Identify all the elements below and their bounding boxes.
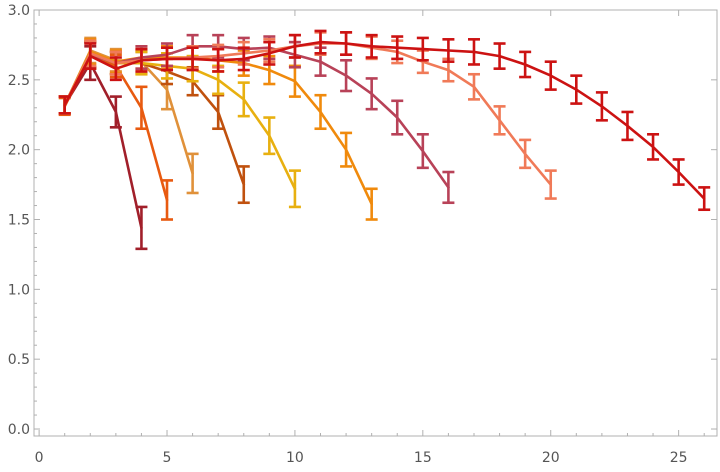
error-bar [237, 165, 250, 205]
y-tick-label: 1.5 [8, 213, 30, 229]
x-tick-label: 0 [35, 450, 44, 466]
x-tick-label: 10 [286, 450, 304, 466]
error-bar [58, 95, 71, 115]
error-bar [391, 35, 404, 61]
series-1 [58, 45, 148, 251]
x-tick-label: 25 [670, 450, 688, 466]
series-line [63, 40, 706, 200]
series-line [63, 44, 450, 189]
error-bar [595, 91, 608, 122]
y-tick-label: 2.5 [8, 73, 30, 89]
x-tick-label: 20 [542, 450, 560, 466]
series-9 [58, 29, 711, 212]
y-tick-label: 2.0 [8, 143, 30, 159]
error-bar [263, 40, 276, 66]
error-bar [186, 152, 199, 195]
error-bar [416, 133, 429, 170]
error-bar [647, 133, 660, 161]
error-bar [365, 187, 378, 221]
error-bar [340, 131, 353, 168]
error-bar [467, 72, 480, 101]
error-bar [314, 29, 327, 55]
series-line [63, 61, 143, 230]
error-bar [519, 138, 532, 170]
plot-frame [33, 9, 718, 437]
error-bar [161, 46, 174, 72]
error-bar [263, 116, 276, 156]
error-bar [109, 56, 122, 82]
error-bar [621, 110, 634, 142]
x-tick-label: 5 [163, 450, 172, 466]
error-bar [493, 42, 506, 70]
error-bar [186, 46, 199, 72]
error-bar [288, 64, 301, 98]
error-bar [544, 169, 557, 200]
error-bar [340, 58, 353, 93]
error-bar [442, 38, 455, 63]
series-line [63, 53, 297, 191]
error-bar [135, 47, 148, 73]
error-bar [288, 169, 301, 209]
error-bar [340, 31, 353, 56]
error-bar [442, 170, 455, 205]
y-tick-label: 1.0 [8, 282, 30, 298]
error-bar [467, 38, 480, 66]
error-bar [161, 179, 174, 221]
error-bar [416, 36, 429, 62]
error-bar [135, 85, 148, 131]
axes: 0 5 10 15 20 25 0.0 0.5 1.0 1.5 2.0 2.5 3.0 [8, 3, 717, 466]
error-bar [672, 158, 685, 186]
error-bar [365, 33, 378, 59]
error-bar [288, 33, 301, 59]
error-bar [135, 205, 148, 251]
error-bar [570, 74, 583, 105]
error-bar [544, 60, 557, 91]
error-bar [519, 50, 532, 79]
error-bar [212, 47, 225, 73]
error-bar [109, 95, 122, 129]
y-tick-label: 0.0 [8, 422, 30, 438]
error-bar [391, 99, 404, 136]
error-bar [237, 81, 250, 118]
error-bar [698, 186, 711, 212]
y-tick-label: 0.5 [8, 352, 30, 368]
error-bar [314, 93, 327, 131]
series-layer [58, 29, 711, 251]
error-bar [237, 46, 250, 72]
error-bar [493, 105, 506, 136]
error-bar [212, 93, 225, 131]
y-tick-label: 3.0 [8, 3, 30, 19]
error-bar [365, 77, 378, 111]
x-tick-label: 15 [414, 450, 432, 466]
error-bar [84, 42, 97, 70]
